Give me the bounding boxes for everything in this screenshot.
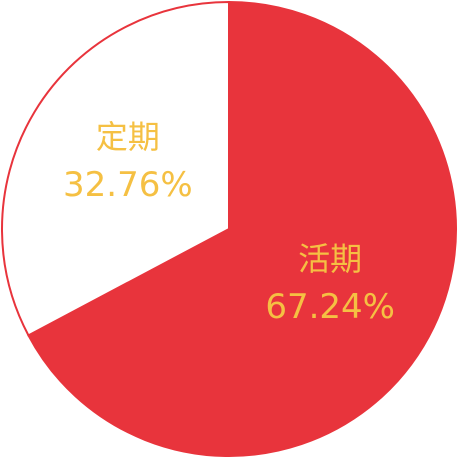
pie-slice-value-2: 32.76% — [63, 165, 193, 205]
pie-slice-value-1: 67.24% — [265, 287, 395, 327]
pie-slice-label-2: 定期 — [96, 118, 160, 156]
pie-slice-1 — [27, 0, 457, 457]
pie-slice-2 — [1, 0, 230, 337]
pie-slice-label-1: 活期 — [298, 240, 362, 278]
pie-labels: 活期 67.24% 定期 32.76% — [63, 118, 395, 327]
